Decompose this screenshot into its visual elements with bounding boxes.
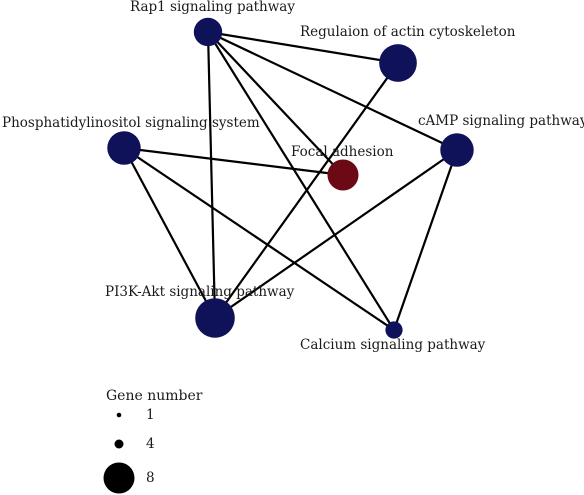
label-layer: Rap1 signaling pathway Regulaion of actin… [2,0,584,353]
edge-rap1-camp [206,30,459,152]
edge-camp-pi3k [213,148,459,320]
node-pi3k[interactable] [195,298,235,338]
edge-rap1-actin [206,30,400,65]
edge-layer [122,30,459,332]
gene-number-legend: Gene number 1 4 8 [103,388,203,494]
legend-swatch-4 [114,439,124,449]
legend-swatch-8 [103,462,135,494]
edge-rap1-pi3k [206,30,217,320]
legend-label-8: 8 [146,470,155,486]
node-camp[interactable] [440,133,474,167]
edge-rap1-focal [206,30,345,177]
node-rap1[interactable] [193,17,223,47]
legend-label-1: 1 [146,407,155,423]
node-label-pi: Phosphatidylinositol signaling system [2,115,260,131]
edge-camp-calcium [392,148,459,332]
node-actin[interactable] [379,44,417,82]
node-label-pi3k: PI3K-Akt signaling pathway [105,284,295,300]
node-label-calcium: Calcium signaling pathway [300,337,486,353]
legend-swatch-1 [116,412,122,418]
edge-pi-calcium [122,146,396,332]
edge-pi-focal [122,146,345,177]
legend-label-4: 4 [146,436,155,452]
edge-actin-pi3k [213,61,400,320]
node-label-actin: Regulaion of actin cytoskeleton [300,24,516,40]
node-focal[interactable] [327,159,359,191]
node-layer [107,17,474,339]
node-calcium[interactable] [385,321,403,339]
edge-pi-pi3k [122,146,217,320]
edge-rap1-calcium [206,30,396,332]
node-pi[interactable] [107,131,141,165]
legend-title: Gene number [106,388,203,404]
node-label-focal: Focal adhesion [291,144,394,160]
legend-items: 1 4 8 [103,407,155,494]
node-label-camp: cAMP signaling pathway [418,113,584,129]
node-label-rap1: Rap1 signaling pathway [130,0,295,15]
